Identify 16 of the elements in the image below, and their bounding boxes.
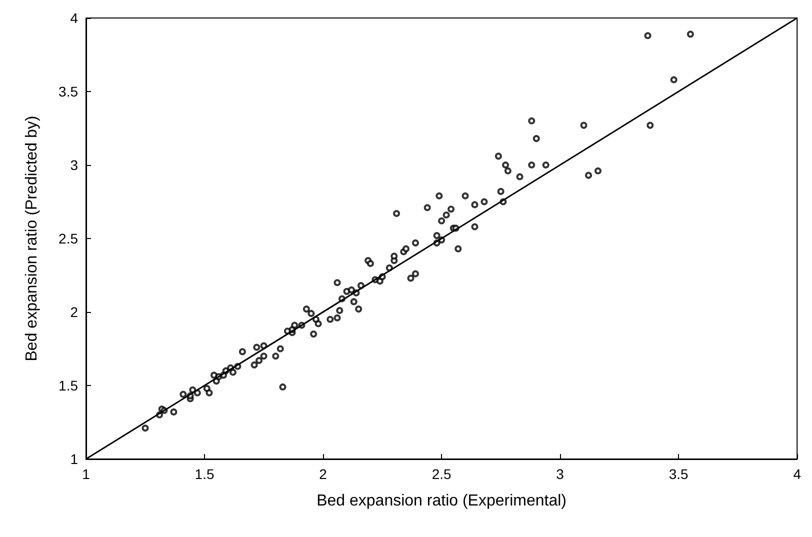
x-tick-label: 1.5 (194, 466, 214, 482)
y-tick-label: 1 (70, 451, 78, 467)
x-tick-label: 1 (82, 466, 90, 482)
y-tick-label: 3.5 (58, 84, 78, 100)
x-tick-label: 3 (556, 466, 564, 482)
y-axis-title: Bed expansion ratio (Predicted by) (24, 116, 40, 362)
y-tick-label: 4 (70, 10, 78, 26)
x-tick-label: 4 (793, 466, 802, 482)
y-tick-label: 3 (70, 157, 78, 173)
x-tick-label: 2.5 (432, 466, 452, 482)
y-tick-label: 1.5 (58, 378, 78, 394)
x-tick-label: 2 (319, 466, 328, 482)
y-tick-label: 2.5 (58, 230, 78, 246)
x-tick-label: 3.5 (668, 466, 689, 482)
x-axis-title: Bed expansion ratio (Experimental) (316, 492, 567, 510)
y-tick-label: 2 (70, 304, 78, 320)
